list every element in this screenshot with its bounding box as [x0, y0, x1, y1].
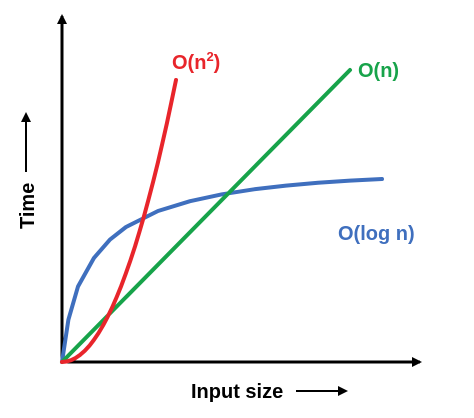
series-line-o-log-n: [60, 177, 384, 364]
series-labels: O(n2) O(n) O(log n): [172, 49, 415, 245]
series-label-o-n-squared-base: O(n: [172, 52, 206, 74]
y-axis-label: Time: [17, 183, 39, 229]
series-label-o-n-squared-sup: 2: [206, 49, 213, 64]
series-label-o-n: O(n): [358, 60, 399, 82]
series-label-o-n-squared: O(n2): [172, 49, 220, 74]
series-label-o-log-n: O(log n): [338, 223, 415, 245]
series-label-o-n-squared-tail: ): [214, 52, 221, 74]
series-layer: [60, 68, 384, 364]
x-axis-label: Input size: [191, 381, 283, 403]
series-line-o-n-squared: [60, 78, 178, 364]
